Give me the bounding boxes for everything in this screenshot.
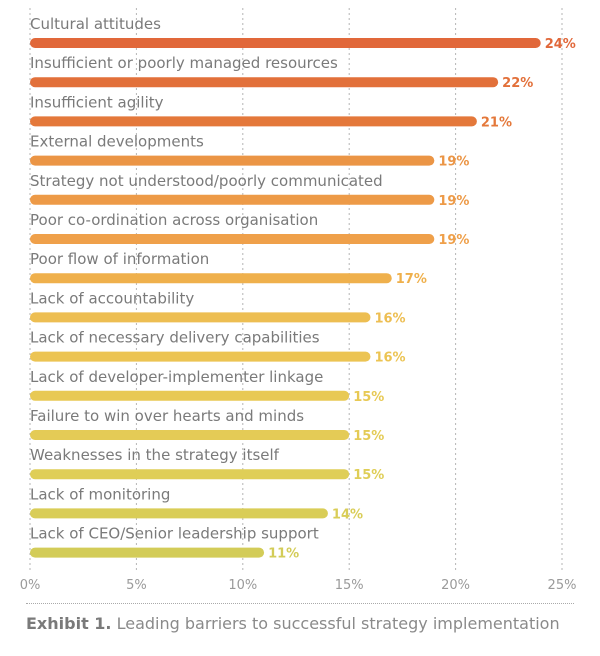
value-label: 19% <box>438 233 469 248</box>
x-tick-label-0: 0% <box>20 578 41 593</box>
value-label: 19% <box>438 194 469 209</box>
bar <box>30 430 350 440</box>
value-label: 14% <box>332 507 363 522</box>
value-label: 21% <box>481 115 512 130</box>
category-label: Weaknesses in the strategy itself <box>30 446 280 464</box>
category-label: Poor co-ordination across organisation <box>30 211 318 229</box>
bar <box>30 116 477 127</box>
bar <box>30 77 499 88</box>
x-tick-label-15: 15% <box>335 578 364 593</box>
bar <box>30 351 371 362</box>
category-label: Lack of monitoring <box>30 485 170 503</box>
category-label: Lack of developer-implementer linkage <box>30 368 323 386</box>
category-label: Lack of necessary delivery capabilities <box>30 329 320 347</box>
x-tick-label-25: 25% <box>548 578 577 593</box>
value-label: 11% <box>268 547 299 562</box>
caption-exhibit-number: Exhibit 1. <box>26 614 112 633</box>
category-label: Failure to win over hearts and minds <box>30 407 304 425</box>
bar <box>30 38 541 48</box>
bar <box>30 194 435 205</box>
value-label: 15% <box>353 429 384 444</box>
exhibit-caption: Exhibit 1. Leading barriers to successfu… <box>26 614 560 633</box>
category-label: Lack of accountability <box>30 289 194 307</box>
bar <box>30 390 350 401</box>
category-label: Poor flow of information <box>30 250 209 268</box>
value-label: 17% <box>396 272 427 287</box>
x-tick-label-20: 20% <box>441 578 470 593</box>
category-label: Insufficient or poorly managed resources <box>30 54 338 72</box>
value-label: 24% <box>545 37 576 52</box>
x-tick-label-5: 5% <box>126 578 147 593</box>
bar <box>30 312 371 323</box>
x-tick-label-10: 10% <box>228 578 257 593</box>
bar <box>30 469 350 480</box>
category-label: Lack of CEO/Senior leadership support <box>30 525 319 543</box>
category-label: Strategy not understood/poorly communica… <box>30 172 383 190</box>
bar <box>30 508 328 519</box>
value-label: 16% <box>374 311 405 326</box>
category-label: Insufficient agility <box>30 93 164 111</box>
caption-divider <box>26 603 574 604</box>
value-label: 22% <box>502 76 533 91</box>
value-label: 16% <box>374 351 405 366</box>
bar-chart: 0% 5% 10% 15% 20% 25% Cultural attitudes 24% Ins… <box>20 8 577 593</box>
bar <box>30 234 435 244</box>
value-label: 15% <box>353 468 384 483</box>
value-label: 15% <box>353 390 384 405</box>
category-label: External developments <box>30 133 204 151</box>
caption-text: Leading barriers to successful strategy … <box>111 614 560 633</box>
bar <box>30 273 392 284</box>
bar <box>30 547 265 558</box>
category-label: Cultural attitudes <box>30 15 161 33</box>
bar <box>30 155 435 166</box>
value-label: 19% <box>438 155 469 170</box>
